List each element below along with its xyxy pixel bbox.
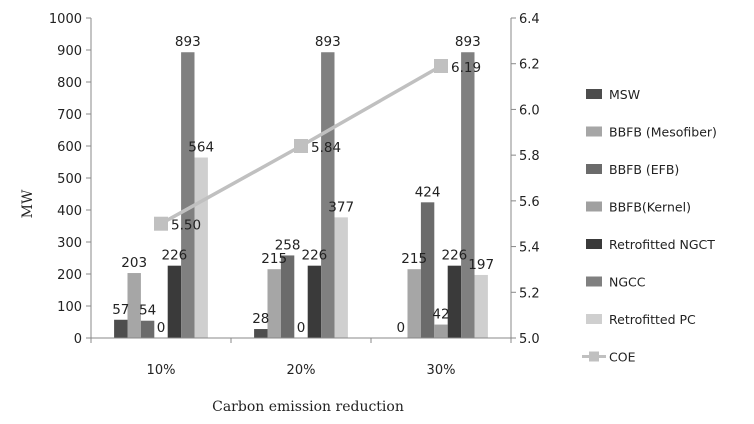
- y2-tick-label: 5.0: [519, 332, 540, 347]
- bar: [420, 202, 435, 338]
- y2-tick-label: 6.0: [519, 103, 540, 118]
- x-tick-label: 20%: [287, 363, 316, 378]
- bar-value-label: 215: [261, 251, 287, 267]
- legend-swatch: [586, 89, 602, 99]
- bars: [114, 52, 488, 339]
- bar: [334, 217, 348, 338]
- y2-tick-label: 6.4: [519, 12, 540, 27]
- bar-value-label: 893: [315, 34, 341, 50]
- legend-label: BBFB(Kernel): [609, 200, 691, 215]
- bar-value-label: 893: [455, 34, 481, 50]
- y2-tick-label: 5.2: [519, 286, 540, 301]
- legend-swatch: [586, 126, 602, 137]
- bar-value-label: 424: [415, 184, 441, 200]
- y-axis-title: MW: [20, 189, 36, 218]
- legend-swatch: [586, 276, 602, 287]
- bar-value-label: 893: [175, 34, 201, 50]
- bar: [434, 324, 448, 338]
- bar: [447, 265, 462, 338]
- legend-label: NGCC: [609, 275, 646, 290]
- bar: [474, 274, 488, 338]
- y2-tick-label: 5.8: [519, 149, 540, 164]
- bar: [267, 269, 281, 338]
- coe-marker: [294, 139, 308, 153]
- bar-value-label: 0: [397, 320, 406, 336]
- legend-marker-swatch: [589, 351, 599, 362]
- coe-marker: [434, 59, 448, 73]
- bar-value-label: 28: [252, 311, 269, 327]
- y-tick-label: 100: [57, 300, 82, 315]
- x-axis-title: Carbon emission reduction: [212, 399, 404, 415]
- bar-value-label: 42: [432, 307, 449, 323]
- legend-swatch: [586, 201, 602, 212]
- y-tick-label: 1000: [49, 12, 82, 27]
- y-tick-label: 300: [57, 236, 82, 251]
- y2-tick-label: 6.2: [519, 58, 540, 73]
- y-tick-label: 900: [57, 44, 82, 59]
- legend-swatch: [586, 239, 602, 249]
- x-axis-ticks: 10% 20% 30%: [90, 338, 512, 378]
- bar-labels: 57 28 0 203 215 215 54 258 424 0 0 42 226 226 226 893 89…: [112, 34, 494, 336]
- bar: [321, 52, 335, 339]
- bar: [114, 319, 128, 338]
- bar: [407, 269, 421, 338]
- bar: [140, 320, 155, 338]
- bar: [461, 52, 475, 339]
- bar-value-label: 564: [188, 140, 214, 156]
- bar-value-label: 197: [468, 257, 494, 273]
- legend-label: Retrofitted NGCT: [609, 237, 715, 252]
- left-axis-ticks: 0 100 200 300 400 500 600 700 800 900 1000: [49, 12, 91, 347]
- bar: [167, 265, 182, 338]
- y-tick-label: 200: [57, 268, 82, 283]
- coe-value-label: 5.50: [171, 218, 201, 234]
- y-tick-label: 800: [57, 76, 82, 91]
- legend-swatch: [586, 314, 602, 324]
- legend-label: MSW: [609, 87, 640, 102]
- coe-marker: [154, 216, 168, 231]
- bar: [181, 52, 195, 339]
- right-axis-ticks: 5.0 5.2 5.4 5.6 5.8 6.0 6.2 6.4: [511, 12, 540, 347]
- bar-value-label: 226: [442, 248, 468, 264]
- bar-value-label: 226: [302, 248, 328, 264]
- coe-value-label: 6.19: [451, 60, 481, 76]
- coe-line-layer: 5.50 5.84 6.19: [154, 59, 481, 234]
- bar-value-label: 54: [139, 303, 156, 319]
- bar-value-label: 57: [112, 302, 129, 318]
- y-tick-label: 600: [57, 140, 82, 155]
- bar: [280, 255, 295, 338]
- bar-value-label: 258: [275, 237, 301, 253]
- legend-swatch: [586, 164, 602, 174]
- legend-label: Retrofitted PC: [609, 312, 696, 327]
- x-tick-label: 10%: [147, 363, 176, 378]
- bar-value-label: 215: [401, 251, 427, 267]
- bar-value-label: 0: [157, 320, 166, 336]
- bar-value-label: 203: [121, 255, 147, 271]
- bar-value-label: 0: [297, 320, 306, 336]
- bar: [307, 265, 322, 338]
- y-tick-label: 400: [57, 204, 82, 219]
- legend-label: BBFB (EFB): [609, 162, 679, 177]
- bar-value-label: 377: [328, 199, 354, 215]
- bar-value-label: 226: [162, 248, 188, 264]
- legend-label: COE: [609, 350, 636, 365]
- y-tick-label: 0: [74, 332, 82, 347]
- y-tick-label: 700: [57, 108, 82, 123]
- legend: MSW BBFB (Mesofiber) BBFB (EFB) BBFB(Kernel…: [582, 87, 717, 365]
- bar: [194, 157, 208, 338]
- y2-tick-label: 5.4: [519, 241, 540, 256]
- bar: [254, 329, 268, 338]
- legend-label: BBFB (Mesofiber): [609, 125, 717, 140]
- bar: [127, 273, 141, 338]
- x-tick-label: 30%: [427, 363, 456, 378]
- coe-value-label: 5.84: [311, 140, 341, 156]
- y-tick-label: 500: [57, 172, 82, 187]
- y2-tick-label: 5.6: [519, 195, 540, 210]
